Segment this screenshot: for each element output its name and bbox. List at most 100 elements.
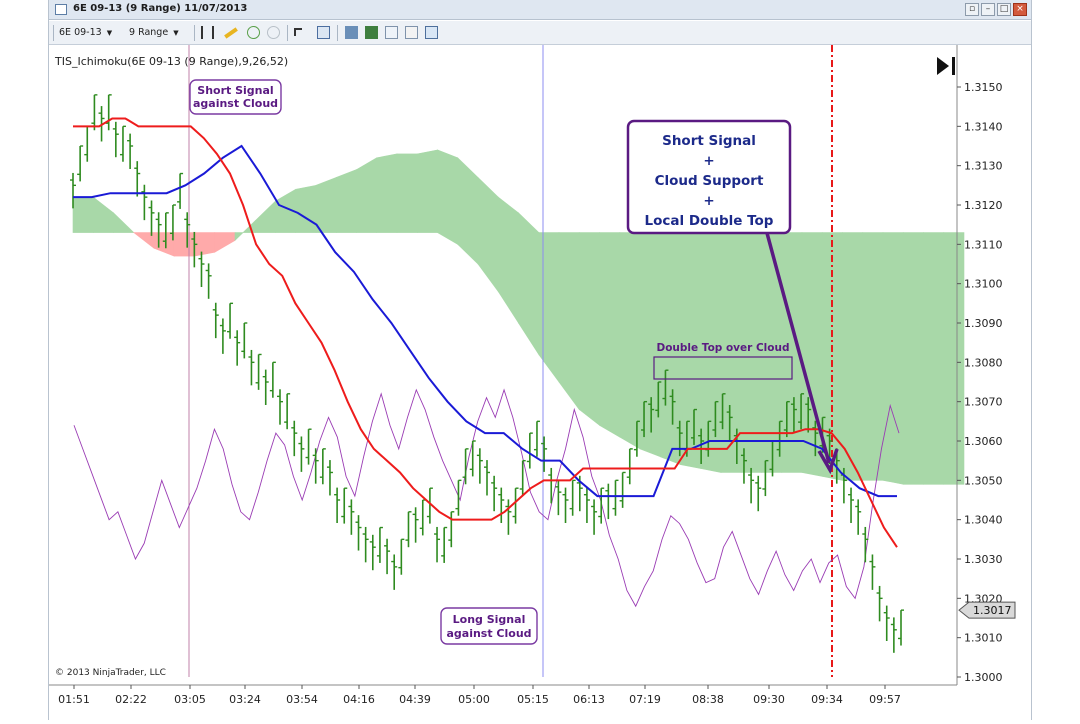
- pencil-draw-icon[interactable]: [224, 27, 238, 39]
- price-bar: [455, 479, 462, 516]
- price-bar: [876, 585, 883, 622]
- price-bar: [119, 125, 126, 162]
- y-tick-label: 1.3100: [964, 278, 1003, 291]
- price-bar: [719, 393, 726, 430]
- data-box-icon[interactable]: [345, 26, 358, 39]
- price-bar: [698, 428, 705, 465]
- y-tick-label: 1.3040: [964, 514, 1003, 527]
- copyright-label: © 2013 NinjaTrader, LLC: [55, 668, 166, 678]
- price-bar: [341, 487, 348, 524]
- price-bar: [862, 526, 869, 563]
- price-bar: [598, 487, 605, 524]
- price-bar: [262, 369, 269, 406]
- minimize-button[interactable]: –: [981, 3, 995, 16]
- period-selector[interactable]: 9 Range ▼: [129, 25, 179, 41]
- price-bar: [505, 499, 512, 535]
- callout-line: Short Signal: [662, 133, 756, 149]
- double-top-annotation: Double Top over Cloud: [653, 342, 793, 380]
- callout-line: +: [703, 153, 714, 169]
- cloud-segment-bullish: [578, 232, 600, 426]
- price-bar: [476, 448, 483, 484]
- close-button[interactable]: ×: [1013, 3, 1027, 16]
- short-signal-label-line: against Cloud: [193, 97, 278, 110]
- short-signal-label-line: Short Signal: [197, 84, 273, 97]
- price-bar: [405, 511, 412, 548]
- price-bar: [569, 479, 576, 516]
- remove-drawings-icon[interactable]: [267, 26, 280, 39]
- y-tick-label: 1.3030: [964, 553, 1003, 566]
- x-tick-label: 04:16: [343, 693, 375, 706]
- indicator-label: TIS_Ichimoku(6E 09-13 (9 Range),9,26,52): [54, 55, 288, 68]
- cursor-icon[interactable]: [294, 28, 302, 36]
- trade-callout: Short Signal + Cloud Support + Local Double …: [626, 119, 792, 235]
- window-layout-icon[interactable]: [425, 26, 438, 39]
- chikou-span-layer: [73, 388, 900, 608]
- price-bar: [676, 420, 683, 457]
- price-bar: [783, 400, 790, 438]
- cloud-segment-bullish: [254, 200, 276, 233]
- toolbar-separator: [194, 25, 195, 41]
- double-top-label: Double Top over Cloud: [657, 342, 790, 354]
- price-bar: [426, 487, 433, 524]
- price-bar: [355, 515, 362, 551]
- price-bar: [469, 440, 476, 477]
- cloud-segment-bullish: [599, 232, 621, 438]
- cloud-segment-bullish: [457, 157, 479, 265]
- instrument-label: 6E 09-13: [59, 27, 102, 38]
- price-bar: [141, 184, 148, 221]
- cloud-segment-bullish: [295, 184, 317, 233]
- price-bar: [362, 526, 369, 563]
- signal-lines: [188, 45, 833, 677]
- cloud-segment-bullish: [416, 149, 438, 233]
- price-bar: [648, 397, 655, 433]
- cloud-segment-bullish: [518, 212, 540, 356]
- price-bar: [669, 389, 676, 425]
- price-bar: [898, 609, 904, 646]
- price-bar: [883, 605, 890, 642]
- x-tick-label: 07:19: [629, 693, 661, 706]
- ichimoku-lines: [73, 117, 898, 548]
- price-bar: [691, 408, 697, 445]
- scroll-to-end-icon[interactable]: [937, 57, 955, 75]
- price-bar: [812, 420, 819, 457]
- chart-area[interactable]: Short Signal against Cloud Long Signal agai…: [49, 45, 1033, 720]
- long-signal-label-line: against Cloud: [446, 627, 531, 640]
- price-bar: [334, 487, 341, 524]
- period-label: 9 Range: [129, 27, 169, 38]
- axes: 1.3150 1.3140 1.3130 1.3120 1.3110 1.3100 1.30…: [49, 45, 1016, 706]
- template-icon[interactable]: [405, 26, 418, 39]
- price-bar: [591, 499, 598, 535]
- restore-icon[interactable]: ▫: [965, 3, 979, 16]
- price-bar: [148, 200, 155, 236]
- cloud-segment-bullish: [376, 153, 398, 233]
- callout-line: +: [703, 193, 714, 209]
- price-bar: [712, 400, 719, 438]
- strategy-icon[interactable]: [365, 26, 378, 39]
- price-bar: [212, 302, 219, 339]
- y-tick-label: 1.3000: [964, 671, 1003, 684]
- price-bar: [762, 459, 769, 497]
- callout-arrowhead: [817, 448, 839, 475]
- price-bar: [555, 479, 562, 516]
- zoom-icon[interactable]: [317, 26, 330, 39]
- price-bar: [583, 487, 590, 524]
- cloud-segment-bullish: [72, 196, 94, 233]
- y-tick-label: 1.3060: [964, 435, 1003, 448]
- cloud-segment-bullish: [619, 232, 641, 450]
- price-bar: [484, 460, 490, 496]
- play-bar: [952, 57, 955, 75]
- price-bar: [77, 145, 84, 182]
- add-indicator-icon[interactable]: [247, 26, 260, 39]
- bar-style-icon[interactable]: [201, 26, 214, 39]
- price-bar: [384, 538, 391, 575]
- properties-icon[interactable]: [385, 26, 398, 39]
- instrument-selector[interactable]: 6E 09-13 ▼: [59, 25, 112, 41]
- price-bar: [248, 349, 255, 386]
- maximize-button[interactable]: □: [997, 3, 1011, 16]
- price-bar: [619, 471, 626, 508]
- price-bar: [127, 133, 134, 170]
- y-tick-label: 1.3090: [964, 317, 1003, 330]
- x-tick-label: 05:00: [458, 693, 490, 706]
- cloud-segment-bullish: [862, 232, 884, 481]
